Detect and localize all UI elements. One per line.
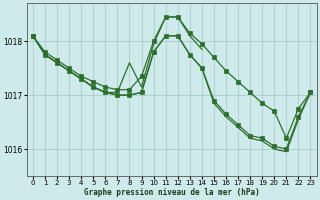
X-axis label: Graphe pression niveau de la mer (hPa): Graphe pression niveau de la mer (hPa) — [84, 188, 260, 197]
